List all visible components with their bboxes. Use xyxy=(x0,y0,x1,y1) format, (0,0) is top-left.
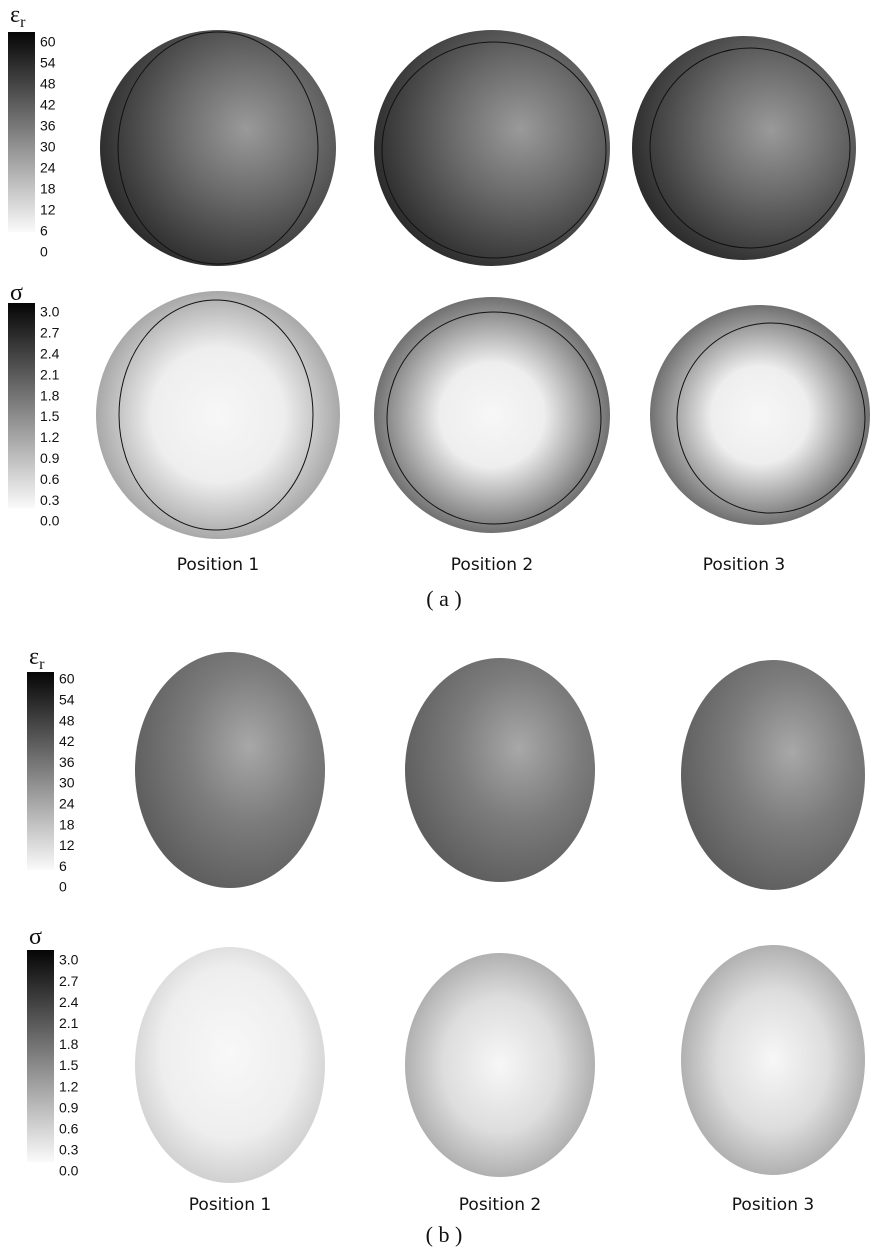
scale-label: 1.5 xyxy=(40,408,60,424)
scale-label: 48 xyxy=(59,712,75,728)
position-label: Position 3 xyxy=(703,555,785,575)
position-label: Position 1 xyxy=(189,1195,271,1215)
position-label: Position 1 xyxy=(177,555,259,575)
position-label: Position 3 xyxy=(732,1195,814,1215)
scale-label: 24 xyxy=(59,796,75,812)
symbol: ε xyxy=(29,644,39,670)
panel-label: ( b ) xyxy=(426,1222,463,1247)
symbol: σ xyxy=(29,924,42,950)
scale-symbol: εr xyxy=(29,644,45,673)
colorbar xyxy=(8,32,35,232)
scale-label: 36 xyxy=(40,118,56,134)
symbol: σ xyxy=(10,280,23,306)
image-b-sigma xyxy=(135,945,865,1183)
scale-label: 0 xyxy=(59,879,67,895)
scale-label: 24 xyxy=(40,160,56,176)
scale-label: 48 xyxy=(40,76,56,92)
scale-label: 54 xyxy=(59,692,75,708)
scale-label: 42 xyxy=(59,733,75,749)
scale-label: 0.9 xyxy=(59,1099,79,1115)
scale-label: 12 xyxy=(59,837,75,853)
scale-label: 3.0 xyxy=(59,952,79,968)
scale-label: 0.9 xyxy=(40,450,60,466)
scale-label: 0.6 xyxy=(59,1121,79,1137)
subscript: r xyxy=(20,14,26,31)
image-a-sigma xyxy=(96,291,870,539)
scale-label: 2.7 xyxy=(59,973,79,989)
scale-label: 42 xyxy=(40,97,56,113)
colorbar xyxy=(27,672,54,870)
panel-label: ( a ) xyxy=(426,586,461,611)
scale-label: 0.3 xyxy=(59,1142,79,1158)
symbol: ε xyxy=(10,2,20,28)
scale-label: 18 xyxy=(40,181,56,197)
scale-label: 1.2 xyxy=(40,429,60,445)
colorbar xyxy=(27,950,54,1162)
scale-label: 36 xyxy=(59,754,75,770)
scale-label: 12 xyxy=(40,202,56,218)
scale-label: 1.8 xyxy=(40,387,60,403)
colorbar xyxy=(8,303,35,508)
scale-label: 0.0 xyxy=(59,1163,79,1179)
scale-label: 1.8 xyxy=(59,1036,79,1052)
scale-symbol: εr xyxy=(10,2,26,31)
image-b-eps xyxy=(135,652,865,890)
scale-label: 18 xyxy=(59,816,75,832)
scale-label: 30 xyxy=(59,775,75,791)
scale-label: 6 xyxy=(40,223,48,239)
scale-label: 2.4 xyxy=(40,346,60,362)
scale-label: 30 xyxy=(40,139,56,155)
scale-label: 1.2 xyxy=(59,1078,79,1094)
image-a-eps xyxy=(100,30,856,266)
position-label: Position 2 xyxy=(451,555,533,575)
scale-label: 6 xyxy=(59,858,67,874)
position-label: Position 2 xyxy=(459,1195,541,1215)
scale-label: 1.5 xyxy=(59,1057,79,1073)
scale-label: 60 xyxy=(59,671,75,687)
scale-label: 0.3 xyxy=(40,492,60,508)
scale-label: 0.0 xyxy=(40,513,60,529)
scale-label: 2.1 xyxy=(59,1015,79,1031)
scale-label: 0 xyxy=(40,244,48,260)
scale-symbol: σ xyxy=(29,924,42,950)
scale-label: 2.4 xyxy=(59,994,79,1010)
scale-label: 54 xyxy=(40,55,56,71)
scale-label: 2.7 xyxy=(40,325,60,341)
scale-label: 3.0 xyxy=(40,304,60,320)
subscript: r xyxy=(39,656,45,673)
scale-label: 0.6 xyxy=(40,471,60,487)
scale-symbol: σ xyxy=(10,280,23,306)
scale-label: 2.1 xyxy=(40,366,60,382)
scale-label: 60 xyxy=(40,34,56,50)
